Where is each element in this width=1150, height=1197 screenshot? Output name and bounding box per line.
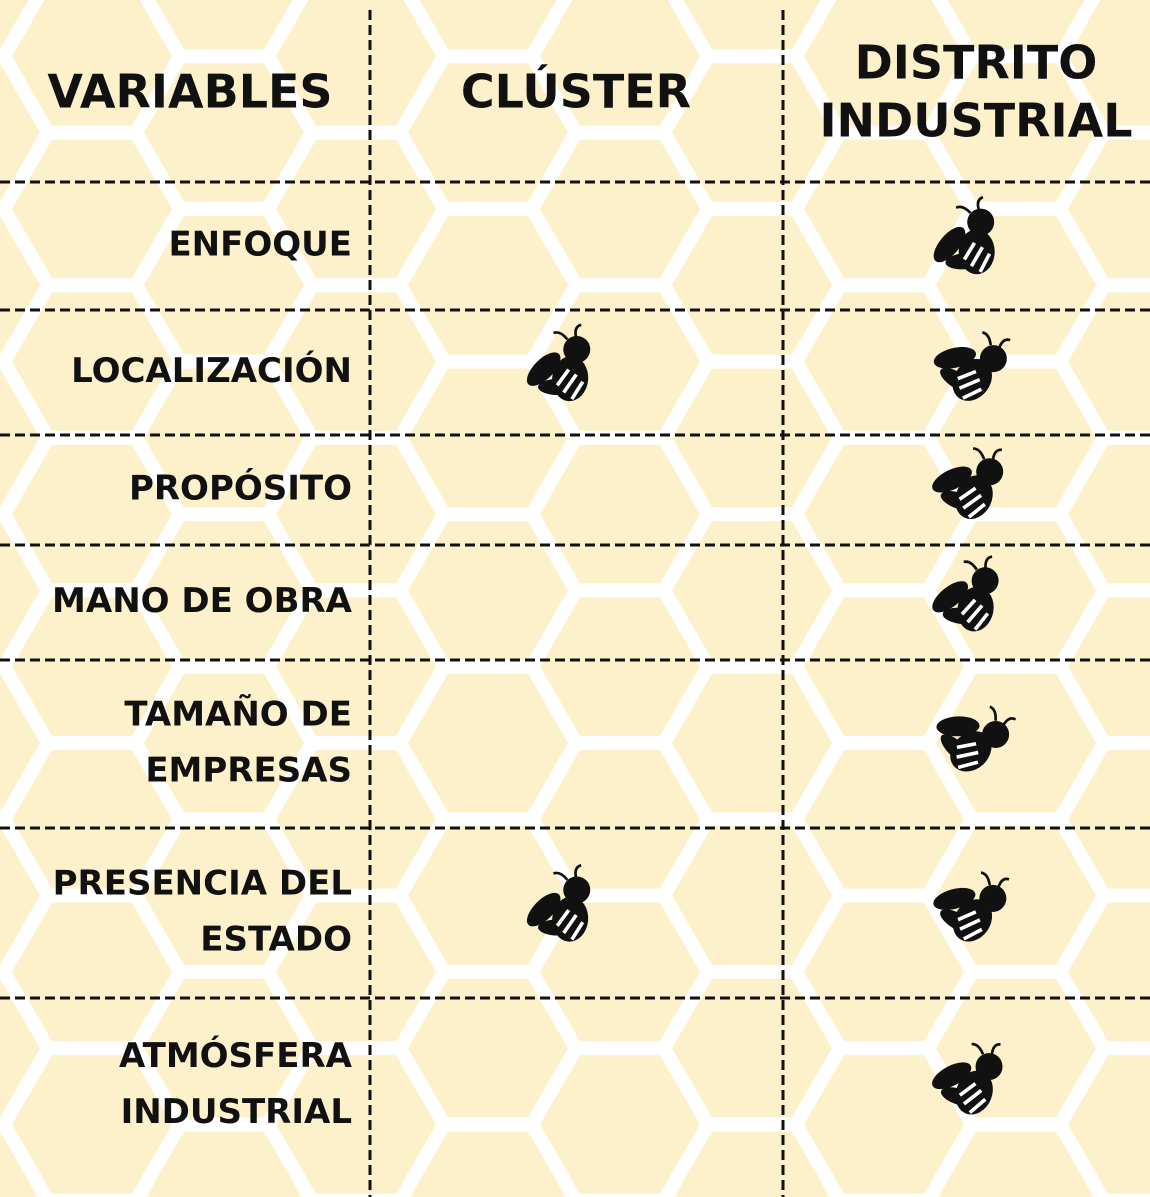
row-label: ATMÓSFERA [119,1035,353,1076]
row-label: MANO DE OBRA [52,581,353,621]
column-header: INDUSTRIAL [819,94,1132,148]
table-content: VARIABLES CLÚSTERDISTRITOINDUSTRIALENFOQU… [0,36,1150,1132]
column-header: VARIABLES [47,65,332,119]
row-label: TAMAÑO DE [124,694,352,735]
row-label: ENFOQUE [168,225,352,265]
row-label: ESTADO [200,920,352,960]
row-label: PRESENCIA DEL [53,864,352,904]
row-label: INDUSTRIAL [121,1092,352,1132]
row-label: EMPRESAS [145,751,352,791]
row-label: PROPÓSITO [129,468,352,509]
column-header: CLÚSTER [461,65,691,119]
column-header: DISTRITO [855,36,1098,90]
row-label: LOCALIZACIÓN [71,350,352,391]
